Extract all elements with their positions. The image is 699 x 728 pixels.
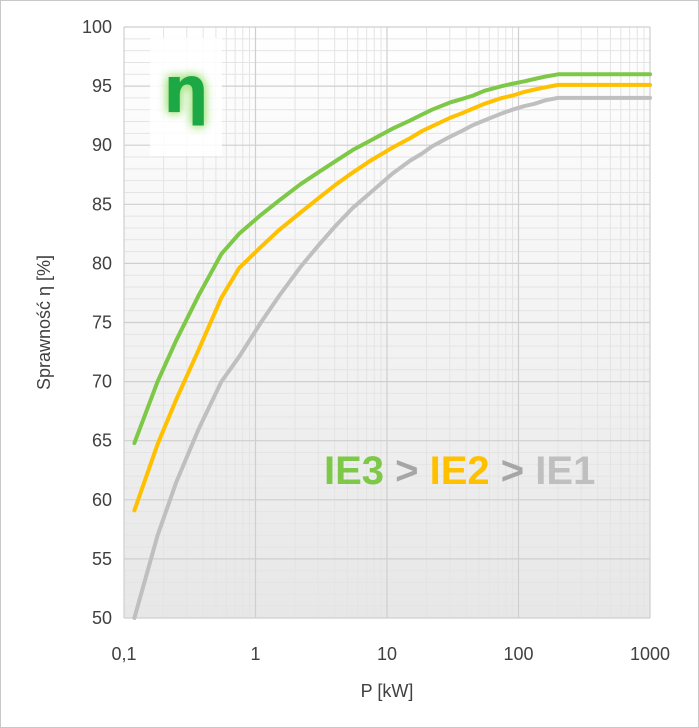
x-tick-label: 100 — [503, 644, 533, 664]
y-tick-label: 75 — [92, 313, 112, 333]
legend-item-ie2: IE2 — [430, 449, 490, 493]
legend-item-ie1: IE1 — [535, 449, 595, 493]
y-tick-label: 50 — [92, 608, 112, 628]
y-axis-title: Sprawność η [%] — [34, 255, 54, 390]
x-tick-label: 1 — [250, 644, 260, 664]
x-tick-label: 0,1 — [111, 644, 136, 664]
series-lines — [132, 72, 652, 620]
legend: IE3 > IE2 > IE1 — [324, 449, 595, 493]
y-tick-label: 95 — [92, 76, 112, 96]
x-tick-labels: 0,1 1 10 100 1000 — [111, 644, 670, 664]
y-tick-label: 85 — [92, 194, 112, 214]
x-tick-label: 1000 — [630, 644, 670, 664]
x-tick-label: 10 — [377, 644, 397, 664]
y-tick-label: 65 — [92, 431, 112, 451]
y-tick-label: 80 — [92, 253, 112, 273]
series-line-ie1 — [132, 95, 652, 620]
series-line-ie3 — [132, 72, 652, 446]
y-tick-label: 90 — [92, 135, 112, 155]
legend-item-ie3: IE3 — [324, 449, 384, 493]
y-tick-label: 55 — [92, 549, 112, 569]
legend-separator: > — [490, 449, 536, 493]
series-line-ie2 — [132, 82, 652, 513]
y-tick-label: 60 — [92, 490, 112, 510]
y-tick-label: 100 — [82, 17, 112, 37]
y-tick-labels: 100 95 90 85 80 75 70 65 60 55 50 — [82, 17, 112, 628]
eta-symbol-background — [150, 38, 222, 156]
legend-separator: > — [384, 449, 430, 493]
y-tick-label: 70 — [92, 372, 112, 392]
eta-letter-icon: η — [163, 54, 209, 128]
x-axis-title: P [kW] — [361, 681, 414, 701]
